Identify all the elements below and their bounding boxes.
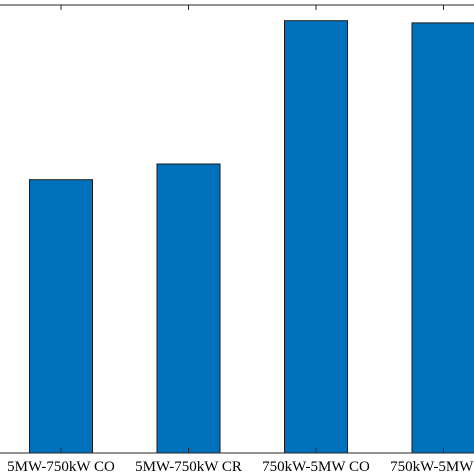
x-tick-label-1: 5MW-750kW CO — [7, 459, 115, 474]
top-tick-marks — [60, 5, 444, 10]
bar-3 — [284, 20, 348, 454]
x-tick-label-3: 750kW-5MW CO — [262, 459, 370, 474]
x-tick-label-4: 750kW-5MW CR — [390, 459, 474, 474]
bar-2 — [156, 163, 221, 454]
x-tick-label-2: 5MW-750kW CR — [135, 459, 242, 474]
bar-4 — [411, 22, 474, 454]
bar-1 — [29, 179, 93, 454]
x-tick-labels: 5MW-750kW CO 5MW-750kW CR 750kW-5MW CO 750k… — [7, 459, 474, 474]
bottom-tick-marks — [60, 448, 444, 453]
bars-group — [29, 20, 474, 454]
